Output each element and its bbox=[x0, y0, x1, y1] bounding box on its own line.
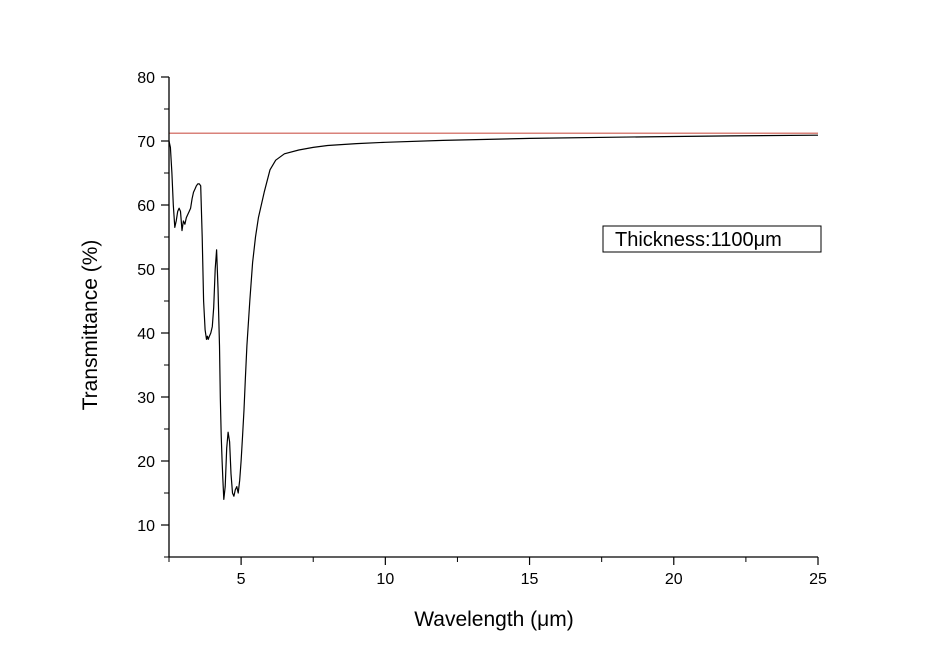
y-tick-label: 10 bbox=[137, 518, 155, 535]
y-tick-label: 60 bbox=[137, 198, 155, 215]
transmittance-series-line bbox=[168, 134, 819, 500]
plot-lines bbox=[168, 132, 819, 500]
y-tick-label: 50 bbox=[137, 262, 155, 279]
y-tick-label: 20 bbox=[137, 454, 155, 471]
y-tick-label: 80 bbox=[137, 70, 155, 87]
x-axis-title: Wavelength (μm) bbox=[414, 608, 574, 631]
x-tick-label: 25 bbox=[809, 571, 827, 588]
y-tick-label: 30 bbox=[137, 390, 155, 407]
y-axis-title: Transmittance (%) bbox=[79, 240, 102, 411]
y-tick-label: 40 bbox=[137, 326, 155, 343]
y-axis-ticks: 10 20 30 40 50 60 70 80 bbox=[137, 70, 169, 558]
y-tick-label: 70 bbox=[137, 134, 155, 151]
x-tick-label: 5 bbox=[237, 571, 246, 588]
annotation-box: Thickness:1100μm bbox=[602, 225, 822, 253]
x-tick-label: 20 bbox=[665, 571, 683, 588]
x-tick-label: 10 bbox=[376, 571, 394, 588]
annotation-text: Thickness:1100μm bbox=[615, 229, 782, 251]
x-axis-ticks: 5 10 15 20 25 bbox=[168, 557, 827, 588]
x-tick-label: 15 bbox=[521, 571, 539, 588]
